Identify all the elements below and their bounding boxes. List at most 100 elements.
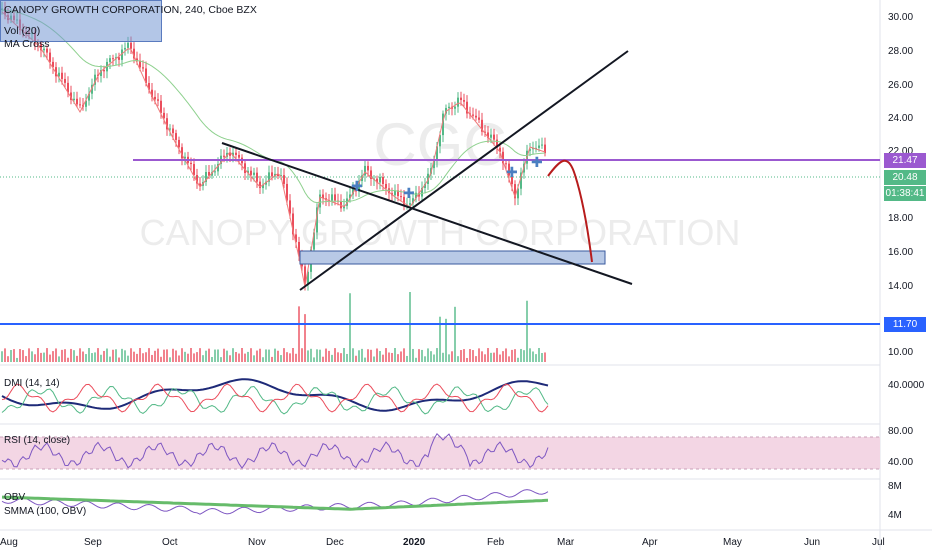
projection-curve: [547, 159, 593, 263]
volume-bar: [241, 348, 243, 362]
candle-body: [238, 154, 240, 158]
candle-body: [520, 172, 522, 189]
volume-bar: [103, 350, 105, 362]
volume-bar: [517, 357, 519, 362]
candle-body: [493, 134, 495, 140]
volume-bar: [538, 348, 540, 362]
bar-countdown-tag: 01:38:41: [884, 186, 926, 201]
candle-body: [139, 60, 141, 68]
volume-bar: [88, 348, 90, 362]
candle-body: [214, 171, 216, 173]
volume-bar: [394, 348, 396, 362]
rsi-label[interactable]: RSI (14, close): [4, 435, 71, 446]
time-axis-label: Nov: [248, 537, 266, 548]
candle-body: [316, 207, 318, 233]
candle-body: [481, 119, 483, 132]
obv-axis-label: 8M: [888, 481, 902, 492]
volume-bar: [145, 352, 147, 362]
candle-body: [133, 48, 135, 59]
volume-bar: [28, 348, 30, 362]
candle-body: [52, 61, 54, 68]
volume-bar: [379, 351, 381, 362]
volume-bar: [85, 354, 87, 362]
volume-bar: [37, 348, 39, 362]
candle-body: [280, 175, 282, 177]
volume-bar: [382, 354, 384, 362]
candle-body: [154, 96, 156, 100]
volume-bar: [409, 292, 411, 362]
volume-bar: [340, 353, 342, 362]
candle-body: [118, 57, 120, 60]
candle-body: [535, 147, 537, 149]
candle-body: [415, 192, 417, 199]
volume-bar: [94, 352, 96, 362]
volume-bar: [178, 355, 180, 362]
candle-body: [307, 271, 309, 284]
volume-bar: [454, 306, 456, 362]
volume-bar: [541, 353, 543, 362]
candle-body: [151, 89, 153, 97]
dmi-label[interactable]: DMI (14, 14): [4, 378, 60, 389]
time-axis[interactable]: Aug Sep Oct Nov Dec 2020 Feb Mar Apr May…: [0, 536, 885, 550]
symbol-box[interactable]: [0, 0, 162, 42]
ma-cross-legend[interactable]: MA Cross: [4, 38, 50, 50]
candle-body: [508, 163, 510, 176]
candle-body: [127, 42, 129, 48]
volume-bar: [367, 349, 369, 362]
candle-body: [157, 99, 159, 101]
volume-legend[interactable]: Vol (20): [4, 25, 41, 37]
volume-bar: [118, 357, 120, 362]
obv-ma-label[interactable]: SMMA (100, OBV): [4, 506, 87, 517]
dmi-adx-line: [1, 378, 549, 412]
volume-bar: [232, 348, 234, 362]
candle-body: [256, 172, 258, 182]
volume-bar: [490, 352, 492, 362]
volume-bar: [172, 348, 174, 362]
candle-body: [412, 198, 414, 204]
candle-body: [382, 177, 384, 184]
candle-body: [334, 194, 336, 201]
candle-body: [499, 147, 501, 152]
volume-bar: [508, 356, 510, 362]
candle-body: [379, 177, 381, 183]
volume-bar: [343, 348, 345, 362]
volume-bar: [292, 348, 294, 362]
candle-body: [385, 183, 387, 189]
price-axis-label: 26.00: [888, 80, 914, 91]
cross-marker: ✚: [403, 185, 415, 201]
candle-body: [397, 190, 399, 197]
candle-body: [313, 232, 315, 250]
time-axis-label: Mar: [557, 537, 575, 548]
volume-bar: [331, 354, 333, 362]
volume-bar: [31, 351, 33, 362]
symbol-title[interactable]: CANOPY GROWTH CORPORATION, 240, Cboe BZX: [4, 4, 257, 16]
volume-bar: [322, 356, 324, 362]
candle-body: [271, 172, 273, 177]
candle-body: [268, 172, 270, 182]
volume-bar: [493, 352, 495, 362]
candle-body: [484, 131, 486, 133]
candle-body: [421, 187, 423, 197]
volume-bar: [199, 348, 201, 362]
candle-body: [514, 184, 516, 199]
volume-bar: [67, 357, 69, 362]
obv-label[interactable]: OBV: [4, 492, 26, 503]
volume-bar: [361, 348, 363, 362]
candle-body: [169, 128, 171, 130]
volume-bar: [247, 351, 249, 362]
volume-bar: [121, 348, 123, 362]
volume-bar: [406, 355, 408, 362]
candle-body: [457, 97, 459, 107]
candle-body: [346, 198, 348, 206]
volume-bar: [181, 348, 183, 362]
candle-body: [37, 43, 39, 45]
volume-bar: [418, 349, 420, 362]
price-axis-label: 16.00: [888, 247, 914, 258]
volume-bar: [514, 349, 516, 362]
cross-marker: ✚: [351, 178, 363, 194]
volume-bar: [319, 349, 321, 362]
obv-ma-line: [1, 495, 549, 511]
candle-body: [211, 172, 213, 176]
